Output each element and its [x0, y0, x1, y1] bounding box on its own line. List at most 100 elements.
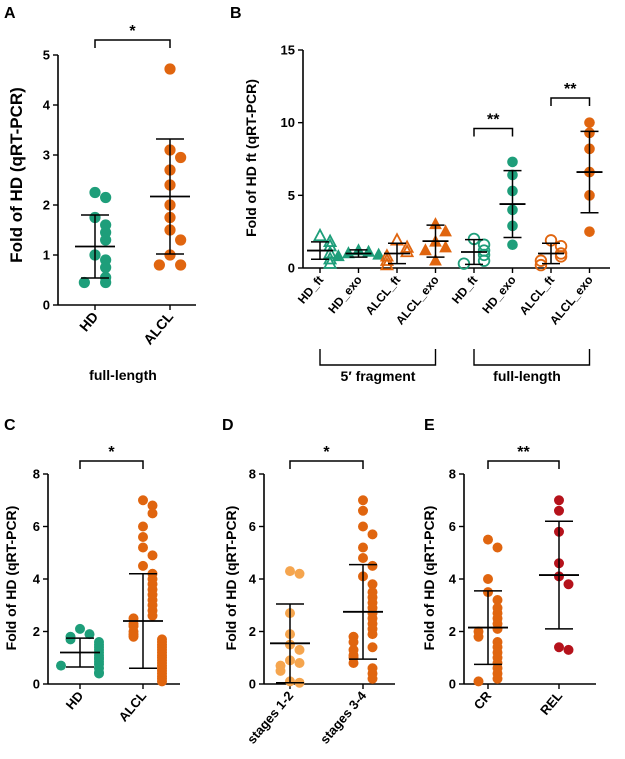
data-point — [400, 243, 415, 258]
series-stages-1-2 — [270, 566, 310, 688]
data-point — [89, 186, 101, 199]
significance-label: * — [129, 23, 136, 40]
panel-a-y-axis-label: Fold of HD (qRT-PCR) — [7, 87, 26, 263]
data-point — [419, 243, 432, 256]
series-stages-3-4 — [343, 495, 383, 684]
significance-label: ** — [564, 81, 577, 98]
data-point — [323, 251, 338, 265]
data-point — [477, 248, 491, 262]
data-point — [94, 668, 104, 679]
data-point — [507, 239, 518, 251]
data-point — [554, 642, 564, 653]
data-point — [348, 637, 359, 647]
data-point — [138, 495, 148, 506]
data-point — [285, 566, 295, 577]
data-point — [348, 658, 359, 668]
data-point — [400, 239, 415, 253]
data-point — [358, 521, 368, 532]
data-point — [362, 244, 375, 257]
y-tick-label: 10 — [281, 115, 295, 130]
series-alcl-exo — [419, 217, 452, 266]
significance-label: * — [108, 444, 115, 461]
panel-d-y-axis-label: Fold of HD (qRT-PCR) — [223, 506, 239, 651]
panel-b-label: B — [230, 5, 242, 22]
series-alcl — [150, 63, 190, 271]
data-point — [342, 246, 355, 259]
data-point — [157, 676, 167, 687]
y-tick-label: 1 — [43, 248, 50, 263]
group-bracket — [319, 349, 437, 366]
data-point — [367, 579, 378, 590]
data-point — [554, 505, 564, 516]
series-hd-ft — [457, 232, 491, 270]
data-point — [65, 634, 76, 645]
data-point — [100, 276, 112, 289]
significance-label: * — [323, 444, 330, 461]
series-alcl-ft — [379, 232, 415, 271]
data-point — [492, 623, 503, 634]
panel-c: C Fold of HD (qRT-PCR) 0 2 4 6 8 HD ALCL * — [3, 417, 180, 724]
y-tick-label: 4 — [449, 572, 457, 587]
data-point — [138, 532, 148, 542]
y-tick-label: 0 — [33, 677, 40, 692]
y-tick-label: 0 — [249, 677, 256, 692]
significance-bracket — [289, 460, 364, 469]
data-point — [56, 660, 66, 671]
data-point — [483, 574, 493, 584]
data-point — [584, 226, 595, 237]
data-point — [367, 673, 378, 684]
panel-b-y-axis-label: Fold of HD ft (qRT-PCR) — [243, 79, 259, 237]
series-hd-ft — [307, 227, 338, 269]
data-point — [294, 658, 305, 668]
x-tick-label: stages 3-4 — [317, 688, 370, 747]
y-tick-label: 0 — [449, 677, 456, 692]
y-tick-label: 6 — [249, 519, 256, 534]
data-point — [492, 673, 503, 684]
data-point — [138, 521, 148, 532]
y-tick-label: 0 — [43, 298, 50, 313]
y-tick-label: 8 — [449, 467, 456, 482]
data-point — [175, 259, 187, 271]
data-point — [294, 568, 305, 579]
significance-bracket — [487, 460, 560, 469]
data-point — [473, 631, 484, 642]
data-point — [128, 631, 139, 642]
panel-e: E Fold of HD (qRT-PCR) 0 2 4 6 8 CR REL ** — [421, 417, 596, 718]
data-point — [563, 579, 574, 590]
data-point — [584, 117, 595, 128]
data-point — [439, 240, 452, 253]
y-tick-label: 5 — [43, 48, 50, 63]
data-point — [100, 191, 112, 204]
y-tick-label: 2 — [33, 624, 40, 639]
y-tick-label: 4 — [33, 572, 41, 587]
series-alcl-exo — [576, 117, 603, 237]
data-point — [147, 550, 158, 561]
data-point — [358, 542, 368, 553]
series-hd — [56, 623, 104, 679]
x-tick-label: ALCL — [116, 688, 150, 724]
data-point — [175, 151, 187, 164]
data-point — [312, 227, 328, 242]
series-cr — [468, 534, 508, 687]
data-point — [534, 258, 548, 272]
data-point — [275, 665, 286, 676]
data-point — [367, 642, 378, 653]
y-tick-label: 0 — [288, 261, 295, 276]
x-tick-label: stages 1-2 — [244, 688, 296, 746]
x-tick-label: ALCL — [140, 308, 177, 347]
series-rel — [539, 495, 579, 655]
group-label-full-length: full-length — [493, 368, 561, 384]
data-point — [358, 495, 368, 506]
data-point — [175, 234, 187, 246]
y-tick-label: 8 — [33, 467, 40, 482]
x-tick-label: HD_ft — [295, 273, 326, 307]
data-point — [138, 542, 148, 553]
data-point — [78, 276, 90, 289]
panel-a-label: A — [4, 5, 16, 22]
data-point — [147, 500, 158, 511]
x-tick-label: HD — [63, 688, 87, 712]
y-tick-label: 3 — [43, 148, 50, 163]
data-point — [492, 542, 503, 553]
panel-b: B Fold of HD ft (qRT-PCR) 5′ fragment fu… — [230, 5, 610, 384]
